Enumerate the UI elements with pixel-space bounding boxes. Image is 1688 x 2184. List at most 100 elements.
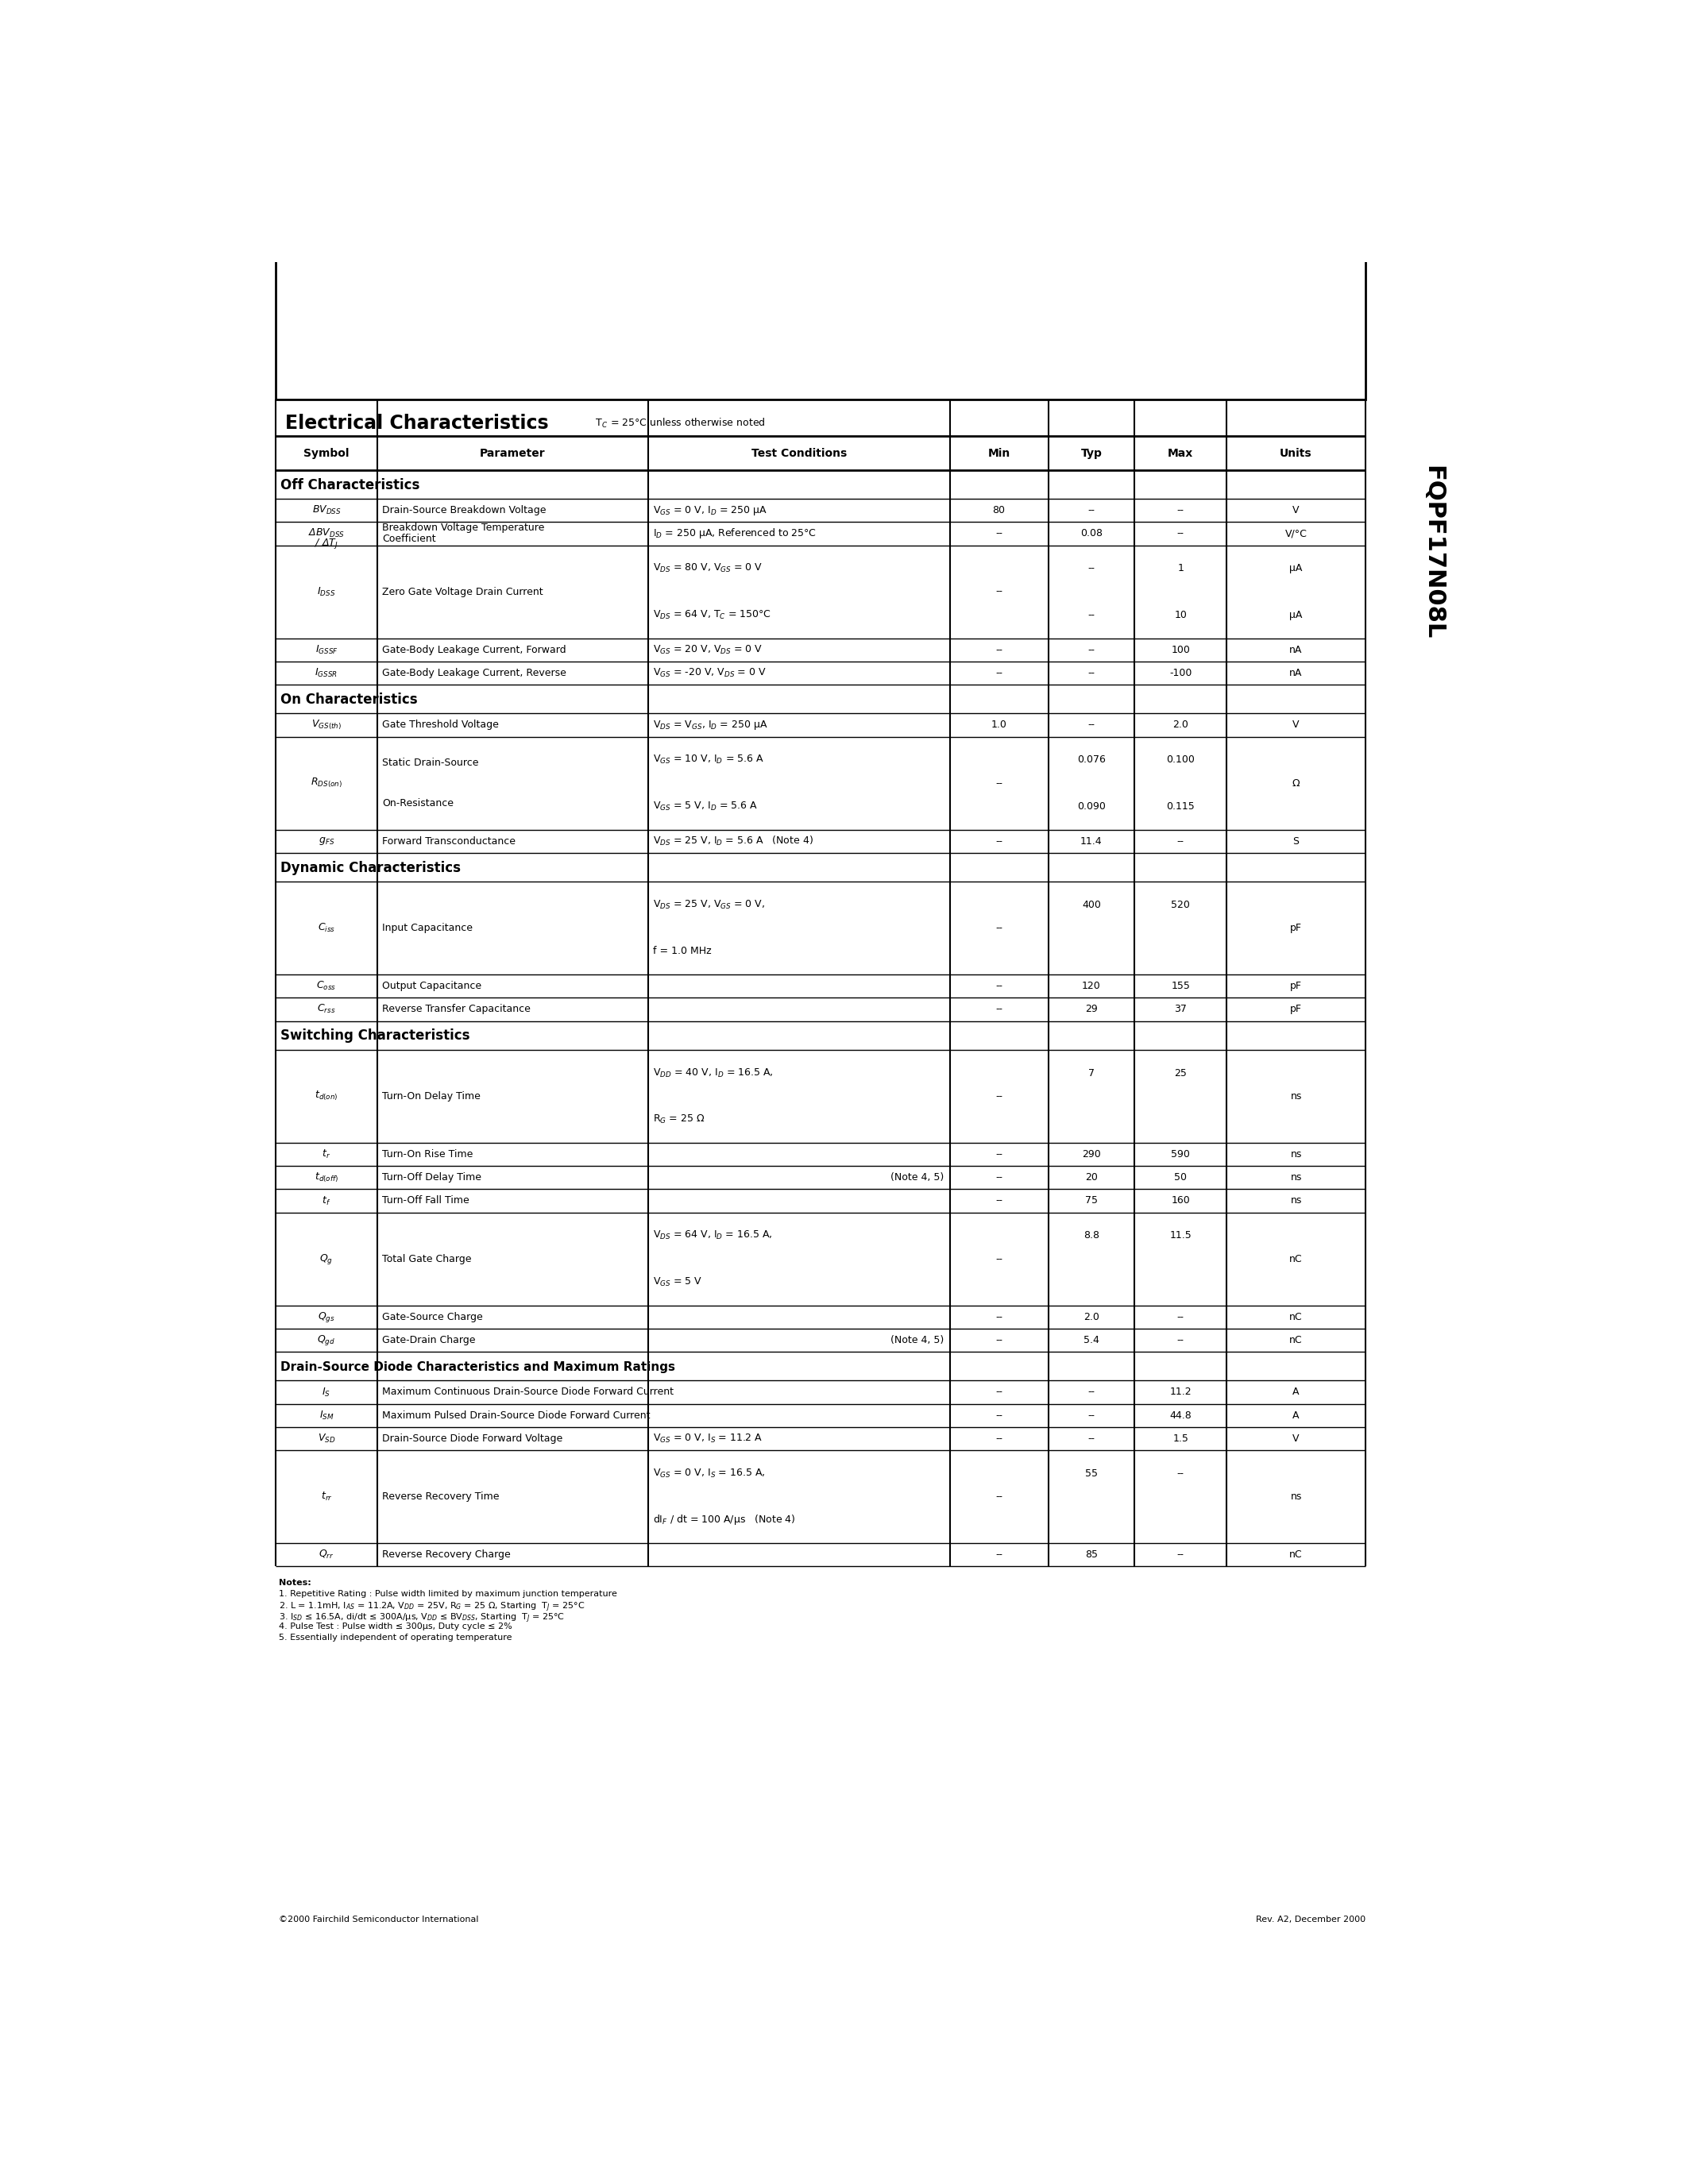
Text: --: --: [1177, 505, 1185, 515]
Text: t$_{rr}$: t$_{rr}$: [321, 1492, 333, 1503]
Text: 290: 290: [1082, 1149, 1101, 1160]
Text: Drain-Source Diode Forward Voltage: Drain-Source Diode Forward Voltage: [381, 1433, 562, 1444]
Text: C$_{iss}$: C$_{iss}$: [317, 922, 336, 935]
Text: --: --: [1177, 529, 1185, 539]
Text: --: --: [996, 1551, 1003, 1559]
Text: Parameter: Parameter: [479, 448, 545, 459]
Text: 2. L = 1.1mH, I$_{AS}$ = 11.2A, V$_{DD}$ = 25V, R$_{G}$ = 25 Ω, Starting  T$_{J}: 2. L = 1.1mH, I$_{AS}$ = 11.2A, V$_{DD}$…: [279, 1601, 584, 1614]
Text: --: --: [996, 1195, 1003, 1206]
Text: V$_{GS}$ = 0 V, I$_{S}$ = 11.2 A: V$_{GS}$ = 0 V, I$_{S}$ = 11.2 A: [653, 1433, 763, 1444]
Text: 0.08: 0.08: [1080, 529, 1102, 539]
Text: Switching Characteristics: Switching Characteristics: [280, 1029, 469, 1044]
Text: --: --: [996, 924, 1003, 933]
Text: Drain-Source Breakdown Voltage: Drain-Source Breakdown Voltage: [381, 505, 547, 515]
Text: Turn-Off Fall Time: Turn-Off Fall Time: [381, 1195, 469, 1206]
Text: Typ: Typ: [1080, 448, 1102, 459]
Text: --: --: [996, 1149, 1003, 1160]
Text: ns: ns: [1290, 1195, 1301, 1206]
Text: --: --: [1087, 644, 1096, 655]
Text: --: --: [1087, 1411, 1096, 1420]
Text: 7: 7: [1089, 1068, 1094, 1079]
Text: On-Resistance: On-Resistance: [381, 797, 454, 808]
Text: Forward Transconductance: Forward Transconductance: [381, 836, 515, 847]
Text: 11.5: 11.5: [1170, 1230, 1192, 1241]
Text: V$_{DS}$ = 25 V, I$_{D}$ = 5.6 A   (Note 4): V$_{DS}$ = 25 V, I$_{D}$ = 5.6 A (Note 4…: [653, 834, 814, 847]
Text: --: --: [996, 1387, 1003, 1398]
Text: 0.090: 0.090: [1077, 802, 1106, 812]
Text: Maximum Continuous Drain-Source Diode Forward Current: Maximum Continuous Drain-Source Diode Fo…: [381, 1387, 674, 1398]
Text: ©2000 Fairchild Semiconductor International: ©2000 Fairchild Semiconductor Internatio…: [279, 1915, 478, 1924]
Text: 5.4: 5.4: [1084, 1334, 1099, 1345]
Text: R$_{DS(on)}$: R$_{DS(on)}$: [311, 778, 343, 791]
Text: Gate-Body Leakage Current, Forward: Gate-Body Leakage Current, Forward: [381, 644, 565, 655]
Text: pF: pF: [1290, 924, 1301, 933]
Text: Test Conditions: Test Conditions: [751, 448, 847, 459]
Text: R$_{G}$ = 25 Ω: R$_{G}$ = 25 Ω: [653, 1114, 706, 1125]
Text: --: --: [996, 1334, 1003, 1345]
Text: A: A: [1293, 1387, 1300, 1398]
Text: 8.8: 8.8: [1084, 1230, 1099, 1241]
Text: t$_{d(off)}$: t$_{d(off)}$: [314, 1171, 338, 1184]
Text: Total Gate Charge: Total Gate Charge: [381, 1254, 471, 1265]
Text: 400: 400: [1082, 900, 1101, 911]
Text: --: --: [996, 1433, 1003, 1444]
Text: V$_{DS}$ = 64 V, I$_{D}$ = 16.5 A,: V$_{DS}$ = 64 V, I$_{D}$ = 16.5 A,: [653, 1230, 773, 1243]
Text: Output Capacitance: Output Capacitance: [381, 981, 481, 992]
Text: 80: 80: [993, 505, 1006, 515]
Text: nA: nA: [1290, 644, 1303, 655]
Text: ns: ns: [1290, 1492, 1301, 1503]
Text: Rev. A2, December 2000: Rev. A2, December 2000: [1256, 1915, 1366, 1924]
Text: Turn-On Delay Time: Turn-On Delay Time: [381, 1092, 481, 1101]
Text: I$_{S}$: I$_{S}$: [322, 1387, 331, 1398]
Text: ns: ns: [1290, 1173, 1301, 1184]
Text: Coefficient: Coefficient: [381, 533, 436, 544]
Text: ΔBV$_{DSS}$: ΔBV$_{DSS}$: [309, 529, 344, 539]
Text: Q$_{gs}$: Q$_{gs}$: [317, 1310, 336, 1324]
Text: --: --: [996, 529, 1003, 539]
Text: (Note 4, 5): (Note 4, 5): [890, 1173, 944, 1184]
Text: --: --: [996, 644, 1003, 655]
Text: --: --: [996, 1411, 1003, 1420]
Text: --: --: [1177, 1468, 1185, 1479]
Text: --: --: [996, 587, 1003, 596]
Text: 0.076: 0.076: [1077, 756, 1106, 764]
Text: 55: 55: [1085, 1468, 1097, 1479]
Text: V: V: [1293, 1433, 1300, 1444]
Text: Reverse Recovery Charge: Reverse Recovery Charge: [381, 1551, 511, 1559]
Text: Input Capacitance: Input Capacitance: [381, 924, 473, 933]
Text: --: --: [996, 836, 1003, 847]
Text: pF: pF: [1290, 1005, 1301, 1016]
Text: Q$_{gd}$: Q$_{gd}$: [317, 1334, 336, 1348]
Text: --: --: [1177, 836, 1185, 847]
Bar: [275, 0, 1366, 400]
Text: --: --: [996, 1092, 1003, 1101]
Text: μA: μA: [1290, 563, 1303, 574]
Text: --: --: [996, 1254, 1003, 1265]
Text: Gate-Body Leakage Current, Reverse: Gate-Body Leakage Current, Reverse: [381, 668, 567, 679]
Text: 2.0: 2.0: [1173, 721, 1188, 729]
Text: Notes:: Notes:: [279, 1579, 311, 1586]
Text: BV$_{DSS}$: BV$_{DSS}$: [312, 505, 341, 515]
Text: --: --: [1087, 1387, 1096, 1398]
Text: 1. Repetitive Rating : Pulse width limited by maximum junction temperature: 1. Repetitive Rating : Pulse width limit…: [279, 1590, 618, 1599]
Text: 520: 520: [1171, 900, 1190, 911]
Text: --: --: [1087, 721, 1096, 729]
Text: V$_{DS}$ = 25 V, V$_{GS}$ = 0 V,: V$_{DS}$ = 25 V, V$_{GS}$ = 0 V,: [653, 900, 765, 911]
Text: Ω: Ω: [1293, 778, 1300, 788]
Text: Off Characteristics: Off Characteristics: [280, 478, 420, 491]
Text: Symbol: Symbol: [304, 448, 349, 459]
Text: V$_{GS}$ = 0 V, I$_{D}$ = 250 μA: V$_{GS}$ = 0 V, I$_{D}$ = 250 μA: [653, 505, 768, 518]
Text: I$_{D}$ = 250 μA, Referenced to 25°C: I$_{D}$ = 250 μA, Referenced to 25°C: [653, 526, 817, 539]
Text: V$_{GS}$ = 10 V, I$_{D}$ = 5.6 A: V$_{GS}$ = 10 V, I$_{D}$ = 5.6 A: [653, 753, 765, 767]
Text: Reverse Recovery Time: Reverse Recovery Time: [381, 1492, 500, 1503]
Text: 120: 120: [1082, 981, 1101, 992]
Text: I$_{SM}$: I$_{SM}$: [319, 1409, 334, 1422]
Text: Zero Gate Voltage Drain Current: Zero Gate Voltage Drain Current: [381, 587, 544, 596]
Text: (Note 4, 5): (Note 4, 5): [890, 1334, 944, 1345]
Text: 1.0: 1.0: [991, 721, 1006, 729]
Text: I$_{DSS}$: I$_{DSS}$: [317, 585, 336, 598]
Text: --: --: [1087, 505, 1096, 515]
Text: 160: 160: [1171, 1195, 1190, 1206]
Text: V: V: [1293, 721, 1300, 729]
Text: V: V: [1293, 505, 1300, 515]
